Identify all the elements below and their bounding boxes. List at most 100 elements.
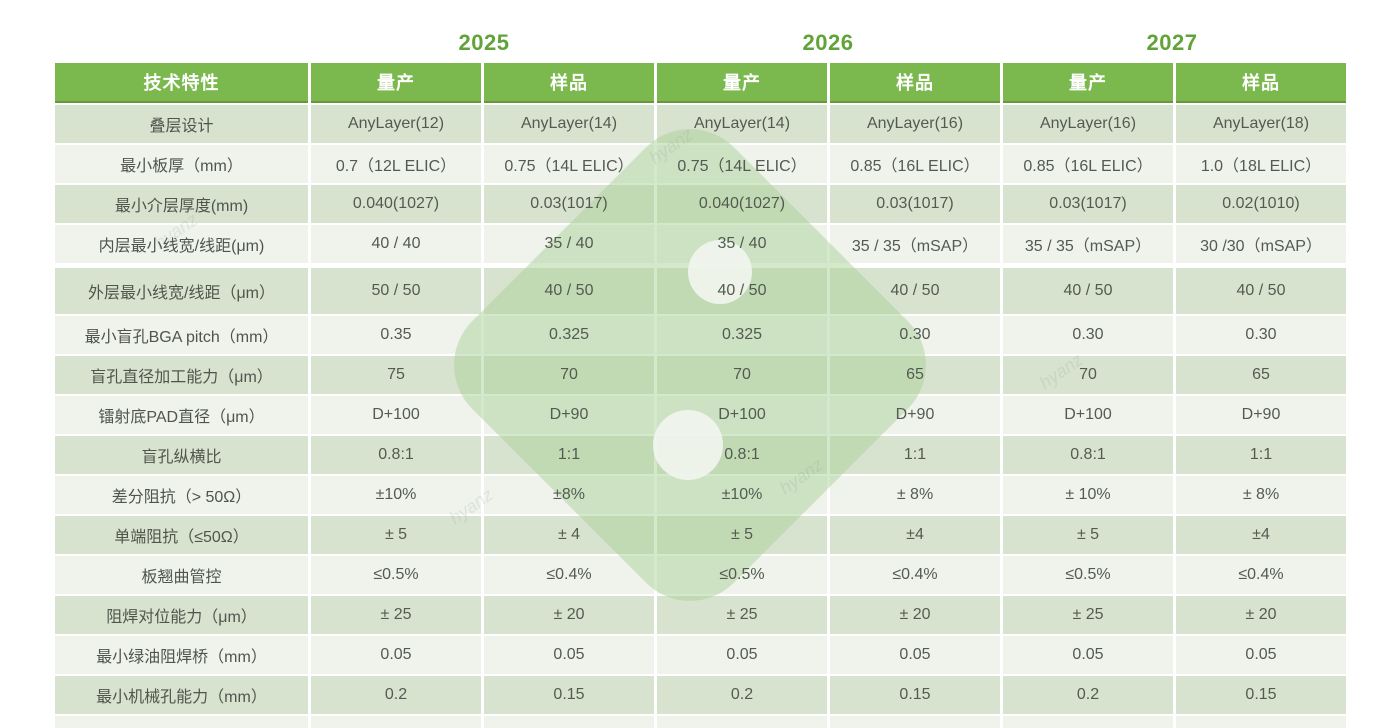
table-body: 叠层设计 AnyLayer(12) AnyLayer(14) AnyLayer(… (55, 105, 1346, 728)
row-label: 最小绿油阻焊桥（mm） (55, 636, 308, 674)
spec-table: 技术特性 量产 样品 量产 样品 量产 样品 叠层设计 AnyLayer(12)… (52, 61, 1349, 728)
row-label: 盲孔纵横比 (55, 436, 308, 474)
row-label: 单端阻抗（≤50Ω） (55, 516, 308, 554)
cell-value: 35 / 40 (657, 225, 827, 263)
cell-value: 40 / 50 (830, 265, 1000, 314)
cell-value: ± 20 (484, 596, 654, 634)
cell-value: 0.30 (1003, 316, 1173, 354)
year-label-2025: 2025 (458, 30, 510, 55)
cell-value: 0.2 (657, 676, 827, 714)
cell-value: 70 (484, 356, 654, 394)
cell-value: AnyLayer(16) (830, 105, 1000, 143)
cell-value: ± 8% (830, 476, 1000, 514)
cell-value: AnyLayer(16) (1003, 105, 1173, 143)
header-2027-production: 量产 (1003, 63, 1173, 103)
cell-value: 0.02(1010) (1176, 185, 1346, 223)
header-2026-production: 量产 (657, 63, 827, 103)
cell-value: 35 / 40 (484, 225, 654, 263)
row-label: 差分阻抗（> 50Ω） (55, 476, 308, 514)
cell-value: 40 / 50 (484, 265, 654, 314)
table-row: 最小盲孔BGA pitch（mm） 0.35 0.325 0.325 0.30 … (55, 316, 1346, 354)
row-label: 镭射底PAD直径（μm） (55, 396, 308, 434)
cell-value: ± 5 (1003, 516, 1173, 554)
cell-value: 0.75（14L ELIC） (657, 145, 827, 183)
cell-value: ±0.075 (1003, 716, 1173, 728)
cell-value: 0.15 (1176, 676, 1346, 714)
cell-value: ≤0.5% (657, 556, 827, 594)
cell-value: ≤0.4% (1176, 556, 1346, 594)
cell-value: 0.03(1017) (830, 185, 1000, 223)
cell-value: D+100 (311, 396, 481, 434)
cell-value: ± 5 (657, 516, 827, 554)
cell-value: D+90 (830, 396, 1000, 434)
cell-value: 0.35 (311, 316, 481, 354)
cell-value: 65 (1176, 356, 1346, 394)
row-label: 盲孔直径加工能力（μm） (55, 356, 308, 394)
header-2025-production: 量产 (311, 63, 481, 103)
cell-value: D+90 (484, 396, 654, 434)
cell-value: 70 (1003, 356, 1173, 394)
cell-value: 0.040(1027) (311, 185, 481, 223)
cell-value: 1.0（18L ELIC） (1176, 145, 1346, 183)
header-2026-sample: 样品 (830, 63, 1000, 103)
table-row: 最小机械孔能力（mm） 0.2 0.15 0.2 0.15 0.2 0.15 (55, 676, 1346, 714)
row-label: 内层最小线宽/线距(μm) (55, 225, 308, 263)
cell-value: 0.03(1017) (1003, 185, 1173, 223)
cell-value: ± 25 (311, 596, 481, 634)
table-header-row: 技术特性 量产 样品 量产 样品 量产 样品 (55, 63, 1346, 103)
cell-value: 0.85（16L ELIC） (1003, 145, 1173, 183)
cell-value: 0.8:1 (657, 436, 827, 474)
row-label: 最小盲孔BGA pitch（mm） (55, 316, 308, 354)
cell-value: 0.05 (1003, 636, 1173, 674)
cell-value: 0.05 (1176, 636, 1346, 674)
cell-value: ± 25 (657, 596, 827, 634)
cell-value: AnyLayer(14) (657, 105, 827, 143)
table-row: 叠层设计 AnyLayer(12) AnyLayer(14) AnyLayer(… (55, 105, 1346, 143)
header-2027-sample: 样品 (1176, 63, 1346, 103)
cell-value: ±4 (830, 516, 1000, 554)
row-label: 最小板厚（mm） (55, 145, 308, 183)
cell-value: AnyLayer(12) (311, 105, 481, 143)
row-label: 板翘曲管控 (55, 556, 308, 594)
header-feature: 技术特性 (55, 63, 308, 103)
table-row: 阻焊对位能力（μm） ± 25 ± 20 ± 25 ± 20 ± 25 ± 20 (55, 596, 1346, 634)
table-row: 成型加工能力（mm） ±0.1 ±0.075 ±0.1 ±0.075 ±0.07… (55, 716, 1346, 728)
cell-value: AnyLayer(18) (1176, 105, 1346, 143)
cell-value: ±0.1 (311, 716, 481, 728)
cell-value: ≤0.5% (311, 556, 481, 594)
header-2025-sample: 样品 (484, 63, 654, 103)
cell-value: 65 (830, 356, 1000, 394)
cell-value: 0.05 (657, 636, 827, 674)
cell-value: AnyLayer(14) (484, 105, 654, 143)
cell-value: ± 8% (1176, 476, 1346, 514)
cell-value: 40 / 50 (657, 265, 827, 314)
cell-value: ±10% (311, 476, 481, 514)
table-row: 最小板厚（mm） 0.7（12L ELIC） 0.75（14L ELIC） 0.… (55, 145, 1346, 183)
cell-value: 0.75（14L ELIC） (484, 145, 654, 183)
row-label: 叠层设计 (55, 105, 308, 143)
cell-value: 0.05 (311, 636, 481, 674)
table-row: 盲孔直径加工能力（μm） 75 70 70 65 70 65 (55, 356, 1346, 394)
cell-value: ±0.05 (1176, 716, 1346, 728)
table-row: 外层最小线宽/线距（μm） 50 / 50 40 / 50 40 / 50 40… (55, 265, 1346, 314)
cell-value: ± 4 (484, 516, 654, 554)
cell-value: ±8% (484, 476, 654, 514)
table-row: 盲孔纵横比 0.8:1 1:1 0.8:1 1:1 0.8:1 1:1 (55, 436, 1346, 474)
cell-value: 0.30 (1176, 316, 1346, 354)
cell-value: ≤0.4% (484, 556, 654, 594)
cell-value: 50 / 50 (311, 265, 481, 314)
cell-value: 0.2 (1003, 676, 1173, 714)
cell-value: 1:1 (830, 436, 1000, 474)
cell-value: 35 / 35（mSAP） (1003, 225, 1173, 263)
cell-value: 0.03(1017) (484, 185, 654, 223)
cell-value: 1:1 (484, 436, 654, 474)
cell-value: ± 20 (830, 596, 1000, 634)
table-row: 差分阻抗（> 50Ω） ±10% ±8% ±10% ± 8% ± 10% ± 8… (55, 476, 1346, 514)
row-label: 最小介层厚度(mm) (55, 185, 308, 223)
cell-value: ±0.1 (657, 716, 827, 728)
cell-value: 0.15 (830, 676, 1000, 714)
cell-value: 0.85（16L ELIC） (830, 145, 1000, 183)
table-row: 单端阻抗（≤50Ω） ± 5 ± 4 ± 5 ±4 ± 5 ±4 (55, 516, 1346, 554)
year-label-2026: 2026 (802, 30, 854, 55)
